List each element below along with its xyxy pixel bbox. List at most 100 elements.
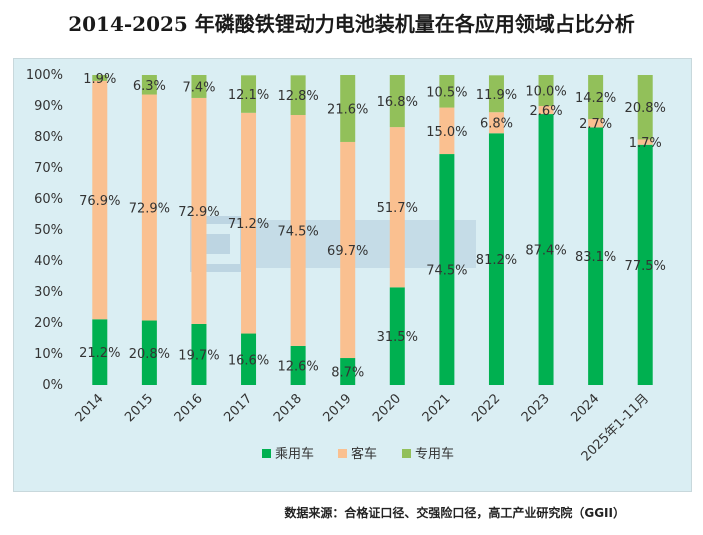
x-tick-label: 2023 <box>519 391 553 425</box>
bar-segment <box>389 127 405 288</box>
data-label: 21.2% <box>79 346 120 361</box>
bar-segment <box>637 144 653 385</box>
data-label: 1.9% <box>83 72 116 87</box>
bar-segment <box>241 112 257 334</box>
x-tick-label: 2021 <box>420 391 454 425</box>
data-label: 19.7% <box>178 348 219 363</box>
y-tick-label: 30% <box>34 285 63 300</box>
legend-swatch <box>402 449 411 458</box>
data-label: 74.5% <box>277 224 318 239</box>
data-label: 6.3% <box>133 79 166 94</box>
data-label: 76.9% <box>79 194 120 209</box>
bar-segment <box>141 320 157 385</box>
data-label: 74.5% <box>426 264 467 279</box>
bar-segment <box>389 75 405 128</box>
data-label: 16.6% <box>228 353 269 368</box>
bar-segment <box>241 333 257 385</box>
data-label: 31.5% <box>377 330 418 345</box>
data-label: 20.8% <box>625 101 666 116</box>
bar-segment <box>191 97 207 324</box>
bar-segment <box>340 141 356 359</box>
x-tick-label: 2019 <box>321 391 355 425</box>
bar-segment <box>488 112 504 134</box>
bar-segment <box>191 75 207 98</box>
data-label: 8.7% <box>331 366 364 381</box>
y-tick-label: 50% <box>34 223 63 238</box>
data-label: 51.7% <box>377 201 418 216</box>
bar-segment <box>141 94 157 321</box>
legend-swatch <box>338 449 347 458</box>
y-tick-label: 70% <box>34 161 63 176</box>
bar-segment <box>340 358 356 385</box>
bar-segment <box>290 75 306 115</box>
data-label: 21.6% <box>327 102 368 117</box>
x-tick-label: 2022 <box>469 391 503 425</box>
y-tick-label: 10% <box>34 347 63 362</box>
bar-segment <box>92 80 108 320</box>
x-tick-label: 2016 <box>172 391 206 425</box>
data-label: 10.5% <box>426 85 467 100</box>
bar-segment <box>439 154 455 385</box>
bar-segment <box>588 119 604 128</box>
legend-label: 专用车 <box>415 446 454 462</box>
data-label: 20.8% <box>129 347 170 362</box>
bar-segment <box>637 75 653 140</box>
bar-segment <box>439 107 455 155</box>
bar-segment <box>92 319 108 385</box>
bar-segment <box>538 106 554 115</box>
data-label: 15.0% <box>426 125 467 140</box>
bar-segment <box>191 323 207 385</box>
bar-segment <box>538 75 554 106</box>
data-label: 72.9% <box>129 202 170 217</box>
y-tick-label: 40% <box>34 254 63 269</box>
x-tick-label: 2014 <box>73 391 107 425</box>
y-tick-label: 20% <box>34 316 63 331</box>
data-label: 83.1% <box>575 250 616 265</box>
data-label: 2.7% <box>579 117 612 132</box>
bar-segment <box>290 114 306 346</box>
data-label: 11.9% <box>476 88 517 103</box>
data-label: 16.8% <box>377 95 418 110</box>
y-tick-label: 80% <box>34 130 63 145</box>
bar-segment <box>538 114 554 385</box>
data-label: 77.5% <box>625 259 666 274</box>
data-label: 1.7% <box>629 136 662 151</box>
legend-label: 乘用车 <box>275 446 314 462</box>
x-tick-label: 2017 <box>221 391 255 425</box>
bar-segment <box>488 133 504 385</box>
y-tick-label: 100% <box>26 68 63 83</box>
data-label: 72.9% <box>178 205 219 220</box>
bar-segment <box>92 75 108 81</box>
bar-segment <box>340 75 356 142</box>
data-label: 7.4% <box>182 80 215 95</box>
chart-title: 2014-2025 年磷酸铁锂动力电池装机量在各应用领域占比分析 <box>68 12 635 36</box>
y-tick-label: 90% <box>34 99 63 114</box>
y-tick-label: 0% <box>42 378 63 393</box>
legend-label: 客车 <box>351 446 377 462</box>
x-tick-label: 2024 <box>568 391 602 425</box>
legend-swatch <box>262 449 271 458</box>
data-label: 2.6% <box>530 104 563 119</box>
data-label: 81.2% <box>476 253 517 268</box>
bar-segment <box>588 127 604 385</box>
data-label: 14.2% <box>575 91 616 106</box>
bar-segment <box>588 75 604 120</box>
bar-segment <box>290 345 306 385</box>
data-label: 87.4% <box>525 244 566 259</box>
bar-segment <box>241 75 257 113</box>
data-label: 12.6% <box>277 359 318 374</box>
data-label: 10.0% <box>525 85 566 100</box>
bar-segment <box>439 75 455 108</box>
bar-segment <box>488 75 504 113</box>
data-label: 6.8% <box>480 117 513 132</box>
x-tick-label: 2020 <box>370 391 404 425</box>
data-source-note: 数据来源：合格证口径、交强险口径，高工产业研究院（GGII） <box>284 506 625 520</box>
bar-segment <box>389 287 405 385</box>
bar-segment <box>141 75 157 95</box>
data-label: 69.7% <box>327 244 368 259</box>
data-label: 12.8% <box>277 89 318 104</box>
bar-segment <box>637 139 653 145</box>
x-tick-label: 2015 <box>122 391 156 425</box>
y-tick-label: 60% <box>34 192 63 207</box>
